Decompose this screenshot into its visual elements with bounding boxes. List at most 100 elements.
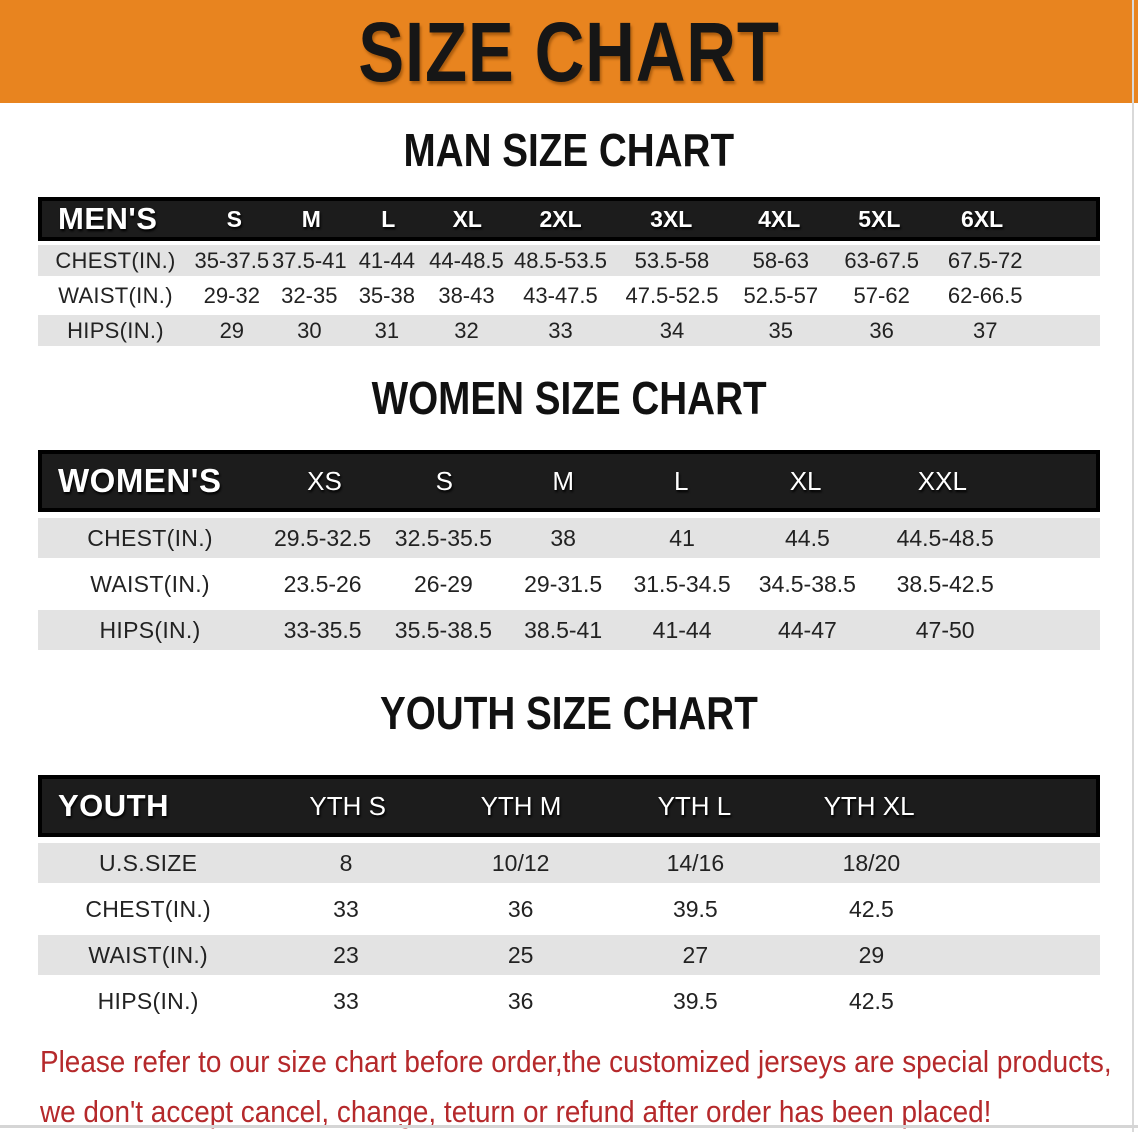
men-table-label: MEN'S xyxy=(58,201,158,236)
image-edge-right xyxy=(1132,0,1134,1132)
table-cell: 23.5-26 xyxy=(283,570,362,597)
table-cell: 58-63 xyxy=(752,247,809,273)
table-cell: 37 xyxy=(972,317,998,343)
men-col-header: 6XL xyxy=(961,205,1004,232)
men-col-header: 3XL xyxy=(650,205,693,232)
table-cell: 48.5-53.5 xyxy=(513,247,607,273)
men-col-header: L xyxy=(381,205,396,232)
table-cell: 33 xyxy=(333,895,359,922)
row-label: WAIST(IN.) xyxy=(58,282,173,308)
men-col-header: 5XL xyxy=(858,205,901,232)
row-label: WAIST(IN.) xyxy=(90,570,210,597)
table-cell: 44.5-48.5 xyxy=(896,524,994,551)
table-cell: 41-44 xyxy=(358,247,415,273)
youth-table-label: YOUTH xyxy=(58,788,169,823)
table-cell: 53.5-58 xyxy=(634,247,710,273)
table-cell: 33 xyxy=(548,317,573,343)
youth-section-heading: YOUTH SIZE CHART xyxy=(0,650,1138,775)
youth-heading-text: YOUTH SIZE CHART xyxy=(380,686,758,739)
table-cell: 29-32 xyxy=(203,282,260,308)
youth-waist-row: WAIST(IN.) 23 25 27 29 xyxy=(38,935,1100,975)
men-waist-row: WAIST(IN.) 29-32 32-35 35-38 38-43 43-47… xyxy=(38,280,1100,311)
youth-col-header: YTH M xyxy=(480,790,562,821)
women-col-header: XS xyxy=(307,465,342,496)
table-cell: 41-44 xyxy=(652,616,712,643)
table-cell: 33 xyxy=(333,987,359,1014)
women-col-header: XXL xyxy=(917,465,967,496)
table-cell: 57-62 xyxy=(853,282,910,308)
table-cell: 32-35 xyxy=(281,282,338,308)
table-cell: 41 xyxy=(669,524,695,551)
table-cell: 35-38 xyxy=(358,282,415,308)
table-cell: 36 xyxy=(869,317,894,343)
banner: SIZE CHART xyxy=(0,0,1138,103)
table-cell: 38.5-42.5 xyxy=(896,570,994,597)
table-cell: 39.5 xyxy=(672,987,718,1014)
table-cell: 44.5 xyxy=(785,524,830,551)
women-table-header: WOMEN'S XS S M L XL XXL xyxy=(38,450,1100,512)
youth-ussize-row: U.S.SIZE 8 10/12 14/16 18/20 xyxy=(38,843,1100,883)
men-table-header: MEN'S S M L XL 2XL 3XL 4XL 5XL 6XL xyxy=(38,197,1100,241)
youth-chest-row: CHEST(IN.) 33 36 39.5 42.5 xyxy=(38,889,1100,929)
table-cell: 38.5-41 xyxy=(524,616,603,643)
men-col-header: 4XL xyxy=(758,205,801,232)
table-cell: 32.5-35.5 xyxy=(394,524,492,551)
women-heading-text: WOMEN SIZE CHART xyxy=(371,372,767,424)
table-cell: 31 xyxy=(374,317,400,343)
table-cell: 26-29 xyxy=(413,570,473,597)
table-cell: 29-31.5 xyxy=(524,570,603,597)
table-cell: 47-50 xyxy=(915,616,975,643)
table-cell: 42.5 xyxy=(848,895,894,922)
table-cell: 43-47.5 xyxy=(523,282,598,308)
men-col-header: XL xyxy=(452,205,482,232)
men-heading-text: MAN SIZE CHART xyxy=(403,124,735,176)
table-cell: 37.5-41 xyxy=(272,247,347,273)
table-cell: 62-66.5 xyxy=(947,282,1023,308)
table-cell: 47.5-52.5 xyxy=(625,282,719,308)
table-cell: 34 xyxy=(659,317,685,343)
youth-table-header: YOUTH YTH S YTH M YTH L YTH XL xyxy=(38,775,1100,837)
youth-size-table: YOUTH YTH S YTH M YTH L YTH XL U.S.SIZE … xyxy=(38,775,1100,1021)
men-col-header: S xyxy=(226,205,243,232)
table-cell: 63-67.5 xyxy=(844,247,919,273)
table-cell: 27 xyxy=(682,941,709,968)
table-cell: 35-37.5 xyxy=(194,247,270,273)
women-col-header: M xyxy=(552,465,575,496)
table-cell: 34.5-38.5 xyxy=(758,570,856,597)
men-size-table: MEN'S S M L XL 2XL 3XL 4XL 5XL 6XL CHEST… xyxy=(38,197,1100,346)
women-table-label: WOMEN'S xyxy=(58,462,222,499)
table-cell: 36 xyxy=(507,895,534,922)
women-waist-row: WAIST(IN.) 23.5-26 26-29 29-31.5 31.5-34… xyxy=(38,564,1100,604)
table-cell: 44-47 xyxy=(777,616,837,643)
table-cell: 36 xyxy=(507,987,534,1014)
table-cell: 35.5-38.5 xyxy=(394,616,492,643)
women-size-table: WOMEN'S XS S M L XL XXL CHEST(IN.) 29.5-… xyxy=(38,450,1100,650)
women-col-header: XL xyxy=(789,465,822,496)
men-hips-row: HIPS(IN.) 29 30 31 32 33 34 35 36 37 xyxy=(38,315,1100,346)
row-label: CHEST(IN.) xyxy=(87,524,213,551)
row-label: HIPS(IN.) xyxy=(67,317,164,343)
table-cell: 33-35.5 xyxy=(283,616,362,643)
youth-col-header: YTH XL xyxy=(823,790,915,821)
women-section-heading: WOMEN SIZE CHART xyxy=(0,346,1138,450)
table-cell: 44-48.5 xyxy=(429,247,504,273)
row-label: HIPS(IN.) xyxy=(99,616,201,643)
men-col-header: 2XL xyxy=(539,205,582,232)
table-cell: 29 xyxy=(858,941,885,968)
banner-title: SIZE CHART xyxy=(358,4,780,99)
row-label: HIPS(IN.) xyxy=(97,987,199,1014)
table-cell: 52.5-57 xyxy=(743,282,819,308)
women-col-header: S xyxy=(435,465,454,496)
table-cell: 23 xyxy=(333,941,359,968)
table-cell: 14/16 xyxy=(666,849,725,876)
table-cell: 25 xyxy=(507,941,534,968)
disclaimer-line-2: we don't accept cancel, change, teturn o… xyxy=(40,1094,992,1129)
youth-col-header: YTH S xyxy=(309,790,386,821)
table-cell: 8 xyxy=(339,849,353,876)
table-cell: 30 xyxy=(297,317,322,343)
table-cell: 18/20 xyxy=(842,849,901,876)
women-col-header: L xyxy=(673,465,689,496)
men-chest-row: CHEST(IN.) 35-37.5 37.5-41 41-44 44-48.5… xyxy=(38,245,1100,276)
table-cell: 38-43 xyxy=(438,282,495,308)
